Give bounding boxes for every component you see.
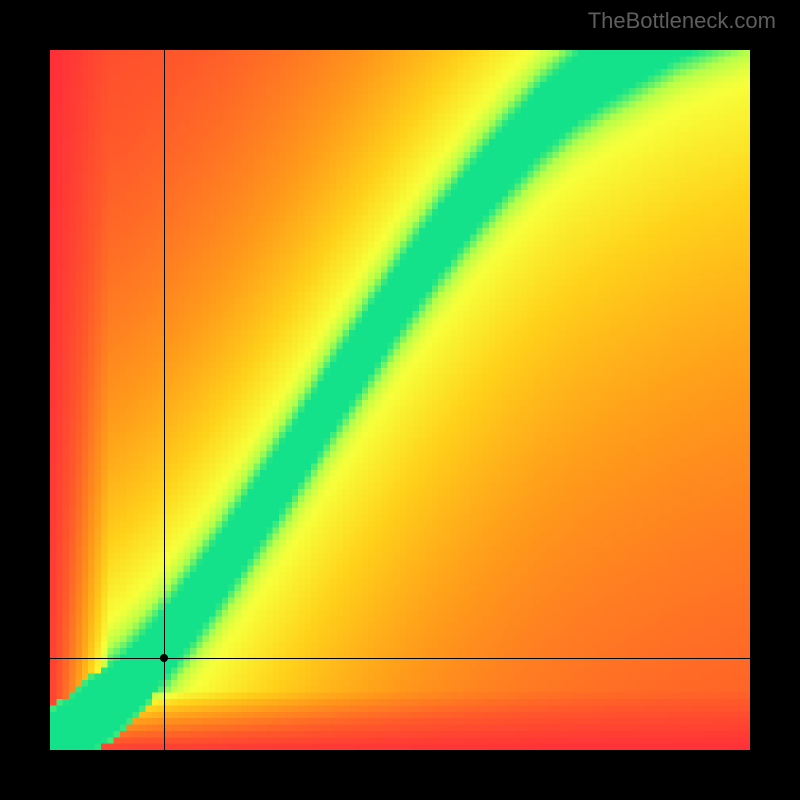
crosshair-horizontal [50,658,750,659]
watermark-text: TheBottleneck.com [588,8,776,34]
heatmap-plot [50,50,750,750]
crosshair-vertical [164,50,165,750]
heatmap-canvas [50,50,750,750]
marker-dot [160,654,168,662]
